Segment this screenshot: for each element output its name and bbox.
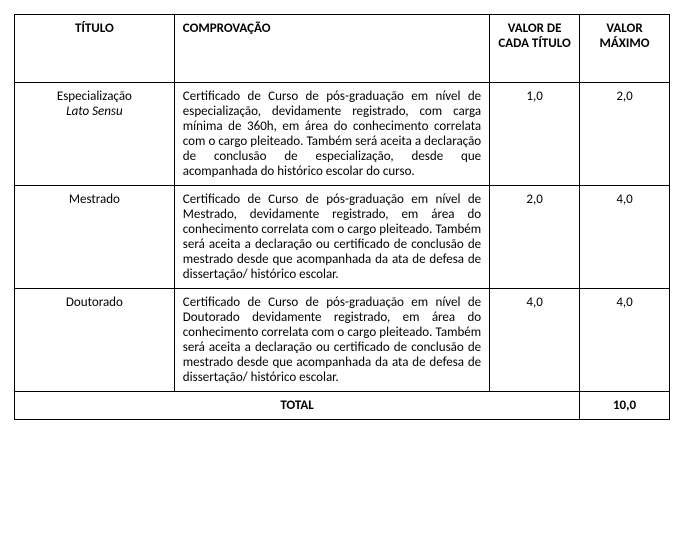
header-valor-maximo: VALOR MÁXIMO	[580, 15, 670, 83]
titulo-line1: Doutorado	[66, 295, 123, 310]
table-header-row: TÍTULO COMPROVAÇÃO VALOR DE CADA TÍTULO …	[15, 15, 670, 83]
cell-titulo: Especialização Lato Sensu	[15, 83, 175, 186]
cell-valor-cada: 2,0	[490, 186, 580, 289]
cell-valor-cada: 4,0	[490, 289, 580, 392]
cell-comprovacao: Certificado de Curso de pós-graduação em…	[174, 186, 489, 289]
titulo-line2: Lato Sensu	[66, 104, 122, 119]
cell-titulo: Doutorado	[15, 289, 175, 392]
header-comprovacao: COMPROVAÇÃO	[174, 15, 489, 83]
cell-valor-maximo: 4,0	[580, 289, 670, 392]
cell-valor-cada: 1,0	[490, 83, 580, 186]
cell-titulo: Mestrado	[15, 186, 175, 289]
titulo-line1: Mestrado	[69, 192, 120, 207]
titulos-table: TÍTULO COMPROVAÇÃO VALOR DE CADA TÍTULO …	[14, 14, 670, 420]
table-row: Doutorado Certificado de Curso de pós-gr…	[15, 289, 670, 392]
cell-valor-maximo: 4,0	[580, 186, 670, 289]
total-label: TOTAL	[15, 392, 580, 420]
cell-comprovacao: Certificado de Curso de pós-graduação em…	[174, 289, 489, 392]
table-row: Especialização Lato Sensu Certificado de…	[15, 83, 670, 186]
header-valor-cada: VALOR DE CADA TÍTULO	[490, 15, 580, 83]
table-total-row: TOTAL 10,0	[15, 392, 670, 420]
cell-comprovacao: Certificado de Curso de pós-graduação em…	[174, 83, 489, 186]
header-titulo: TÍTULO	[15, 15, 175, 83]
total-value: 10,0	[580, 392, 670, 420]
cell-valor-maximo: 2,0	[580, 83, 670, 186]
titulo-line1: Especialização	[57, 89, 132, 104]
table-row: Mestrado Certificado de Curso de pós-gra…	[15, 186, 670, 289]
